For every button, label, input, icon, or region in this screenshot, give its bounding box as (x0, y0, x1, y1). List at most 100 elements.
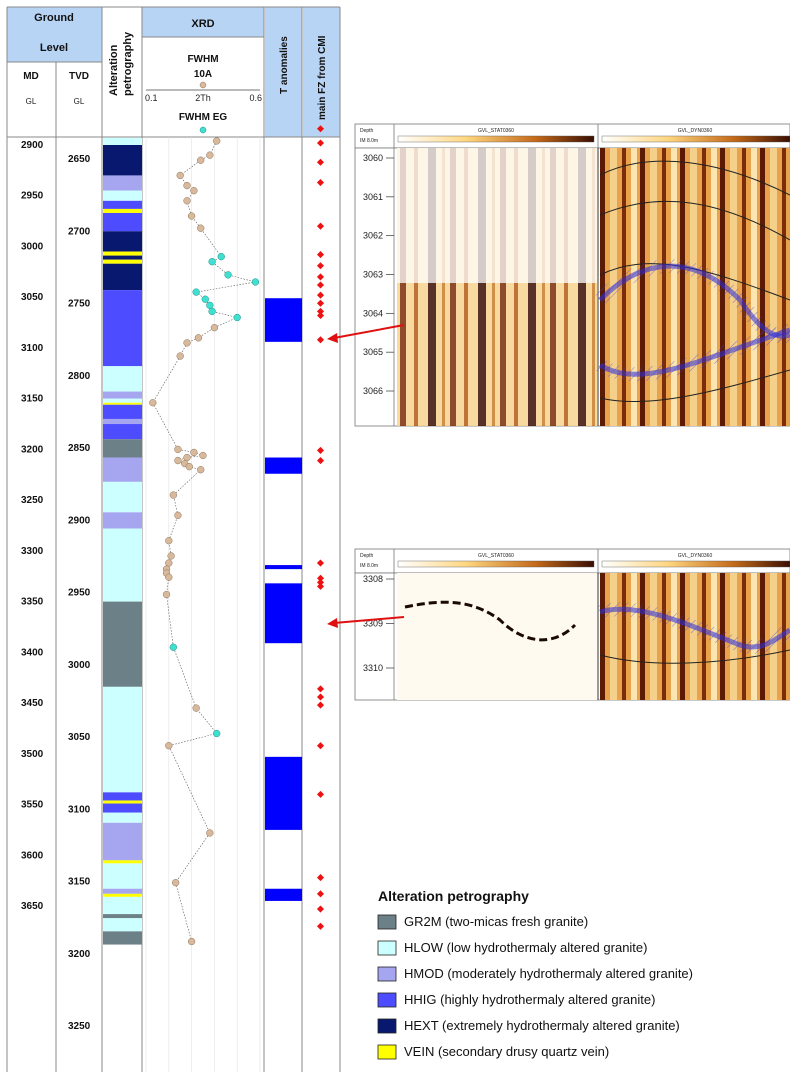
fwhm-eg-point (233, 313, 241, 322)
legend-label-hlow: HLOW (low hydrothermaly altered granite) (404, 940, 647, 955)
tvd-tick: 3100 (68, 804, 91, 815)
tvd-tick-labels: 2650 2700 2750 2800 2850 2900 2950 3000 3050 3100… (68, 154, 91, 1032)
fwhm-10a-point (165, 559, 173, 567)
tvd-tick: 3150 (68, 877, 91, 888)
md-tick: 3250 (21, 495, 44, 506)
fwhm-10a-point (206, 829, 214, 837)
fwhm-10a-point (197, 224, 205, 232)
lithology-interval-hmod (103, 175, 142, 191)
fz-marker (316, 291, 325, 299)
arrow-2-shaft (333, 616, 405, 624)
lithology-interval-gr2m (103, 601, 142, 687)
alteration-petrography-column (103, 137, 142, 945)
t-anomaly-interval (265, 756, 302, 830)
cmi-depth-label: 3061 (363, 192, 383, 202)
fault-zone-markers (316, 125, 325, 930)
lithology-interval-hlow (103, 398, 142, 403)
fwhm-eg-point (206, 301, 214, 309)
md-tick: 3600 (21, 850, 44, 861)
fwhm-10a-point (190, 187, 198, 195)
legend-label-vein: VEIN (secondary drusy quartz vein) (404, 1044, 609, 1059)
alteration-legend: Alteration petrography GR2M (two-micas f… (377, 888, 693, 1060)
lithology-interval-vein (103, 800, 142, 804)
fwhm-10a-point (210, 323, 219, 332)
fwhm-10a-point (169, 491, 178, 499)
legend-label-gr2m: GR2M (two-micas fresh granite) (404, 914, 588, 929)
fwhm-grid (145, 137, 261, 1072)
cmi-depth-label: 3309 (363, 619, 383, 629)
fwhm-10a-point (176, 171, 184, 180)
fz-marker (316, 578, 325, 586)
fwhm-10a-point (197, 466, 205, 474)
fwhm-eg-point (251, 278, 260, 286)
legend-swatch-hmod (377, 966, 397, 982)
cmi-depth-label: 3308 (363, 574, 383, 584)
lithology-interval-vein (103, 251, 142, 256)
lithology-interval-hhig (103, 212, 142, 232)
md-tick: 3450 (21, 698, 44, 709)
fwhm-eg-point (213, 729, 221, 738)
lithology-interval-hhig (103, 792, 142, 801)
fz-marker (316, 574, 325, 582)
legend-swatch-hhig (377, 992, 397, 1008)
cmi-depth-label: 3065 (363, 347, 383, 357)
cmi1-depth-labels: 3060 3061 3062 3063 3064 3065 3066 (363, 153, 394, 396)
column-borders (6, 6, 341, 1072)
md-tick: 3350 (21, 597, 44, 608)
t-anomaly-interval (265, 565, 302, 570)
fwhm-eg-legend-marker (199, 126, 207, 134)
md-tick: 3550 (21, 800, 44, 811)
fwhm-eg-label: FWHM EG (179, 112, 228, 123)
md-tick: 3650 (21, 901, 44, 912)
cmi-image-1: Depth IM 8.0m GVL_STAT0360 GVL_DYN0360 3… (354, 123, 790, 427)
fwhm-10a-point (183, 453, 191, 462)
tvd-tick: 2750 (68, 299, 91, 310)
lithology-interval-hmod (103, 512, 142, 529)
legend-swatch-gr2m (377, 914, 397, 930)
tvd-tick: 2800 (68, 371, 91, 382)
lithology-interval-gr2m (103, 931, 142, 945)
cmi-depth-label: 3310 (363, 663, 383, 673)
lithology-interval-hlow (103, 366, 142, 392)
legend-swatch-hlow (377, 940, 397, 956)
lithology-interval-hhig (103, 424, 142, 440)
fz-marker (316, 222, 325, 230)
lithology-interval-hlow (103, 528, 142, 602)
fwhm-10a-point (165, 537, 173, 545)
md-tick: 3200 (21, 444, 44, 455)
cmi1-dyn-label: GVL_DYN0360 (678, 128, 713, 134)
md-tick: 3050 (21, 292, 44, 303)
fwhm-sub-label: 10A (194, 69, 212, 80)
tvd-tick: 3250 (68, 1021, 91, 1032)
fwhm-10a-point (167, 552, 175, 560)
lithology-interval-hmod (103, 391, 142, 399)
fwhm-10a-point (183, 197, 191, 205)
header-row (7, 7, 340, 137)
cmi-image-2: Depth IM 8.0m GVL_STAT0360 GVL_DYN0360 3… (354, 548, 790, 701)
xrd-header-bg (142, 7, 264, 37)
t-anomaly-interval (265, 583, 302, 644)
fwhm-10a-point (174, 445, 182, 454)
md-tick: 3000 (21, 241, 44, 252)
main-fz-header-bg (303, 7, 340, 137)
md-tick: 3300 (21, 546, 44, 557)
cmi-depth-label: 3064 (363, 308, 383, 318)
legend-swatch-hext (377, 1018, 397, 1034)
fwhm-10a-point (192, 704, 200, 712)
lithology-interval-hext (103, 231, 142, 252)
tvd-tick: 3050 (68, 732, 91, 743)
cmi2-static-image (397, 573, 597, 700)
lithology-interval-hhig (103, 290, 142, 367)
lithology-interval-hhig (103, 803, 142, 813)
fz-marker (316, 582, 325, 590)
fz-marker (316, 262, 325, 270)
t-anomalies-header-bg (265, 7, 302, 137)
lithology-interval-vein (103, 208, 142, 213)
md-tick: 3500 (21, 749, 44, 760)
t-anomalies-column (265, 298, 302, 901)
t-anomaly-interval (265, 457, 302, 474)
alteration-label-2: petrography (122, 31, 134, 96)
fz-marker (316, 281, 325, 289)
legend-label-hext: HEXT (extremely hydrothermaly altered gr… (404, 1018, 680, 1033)
